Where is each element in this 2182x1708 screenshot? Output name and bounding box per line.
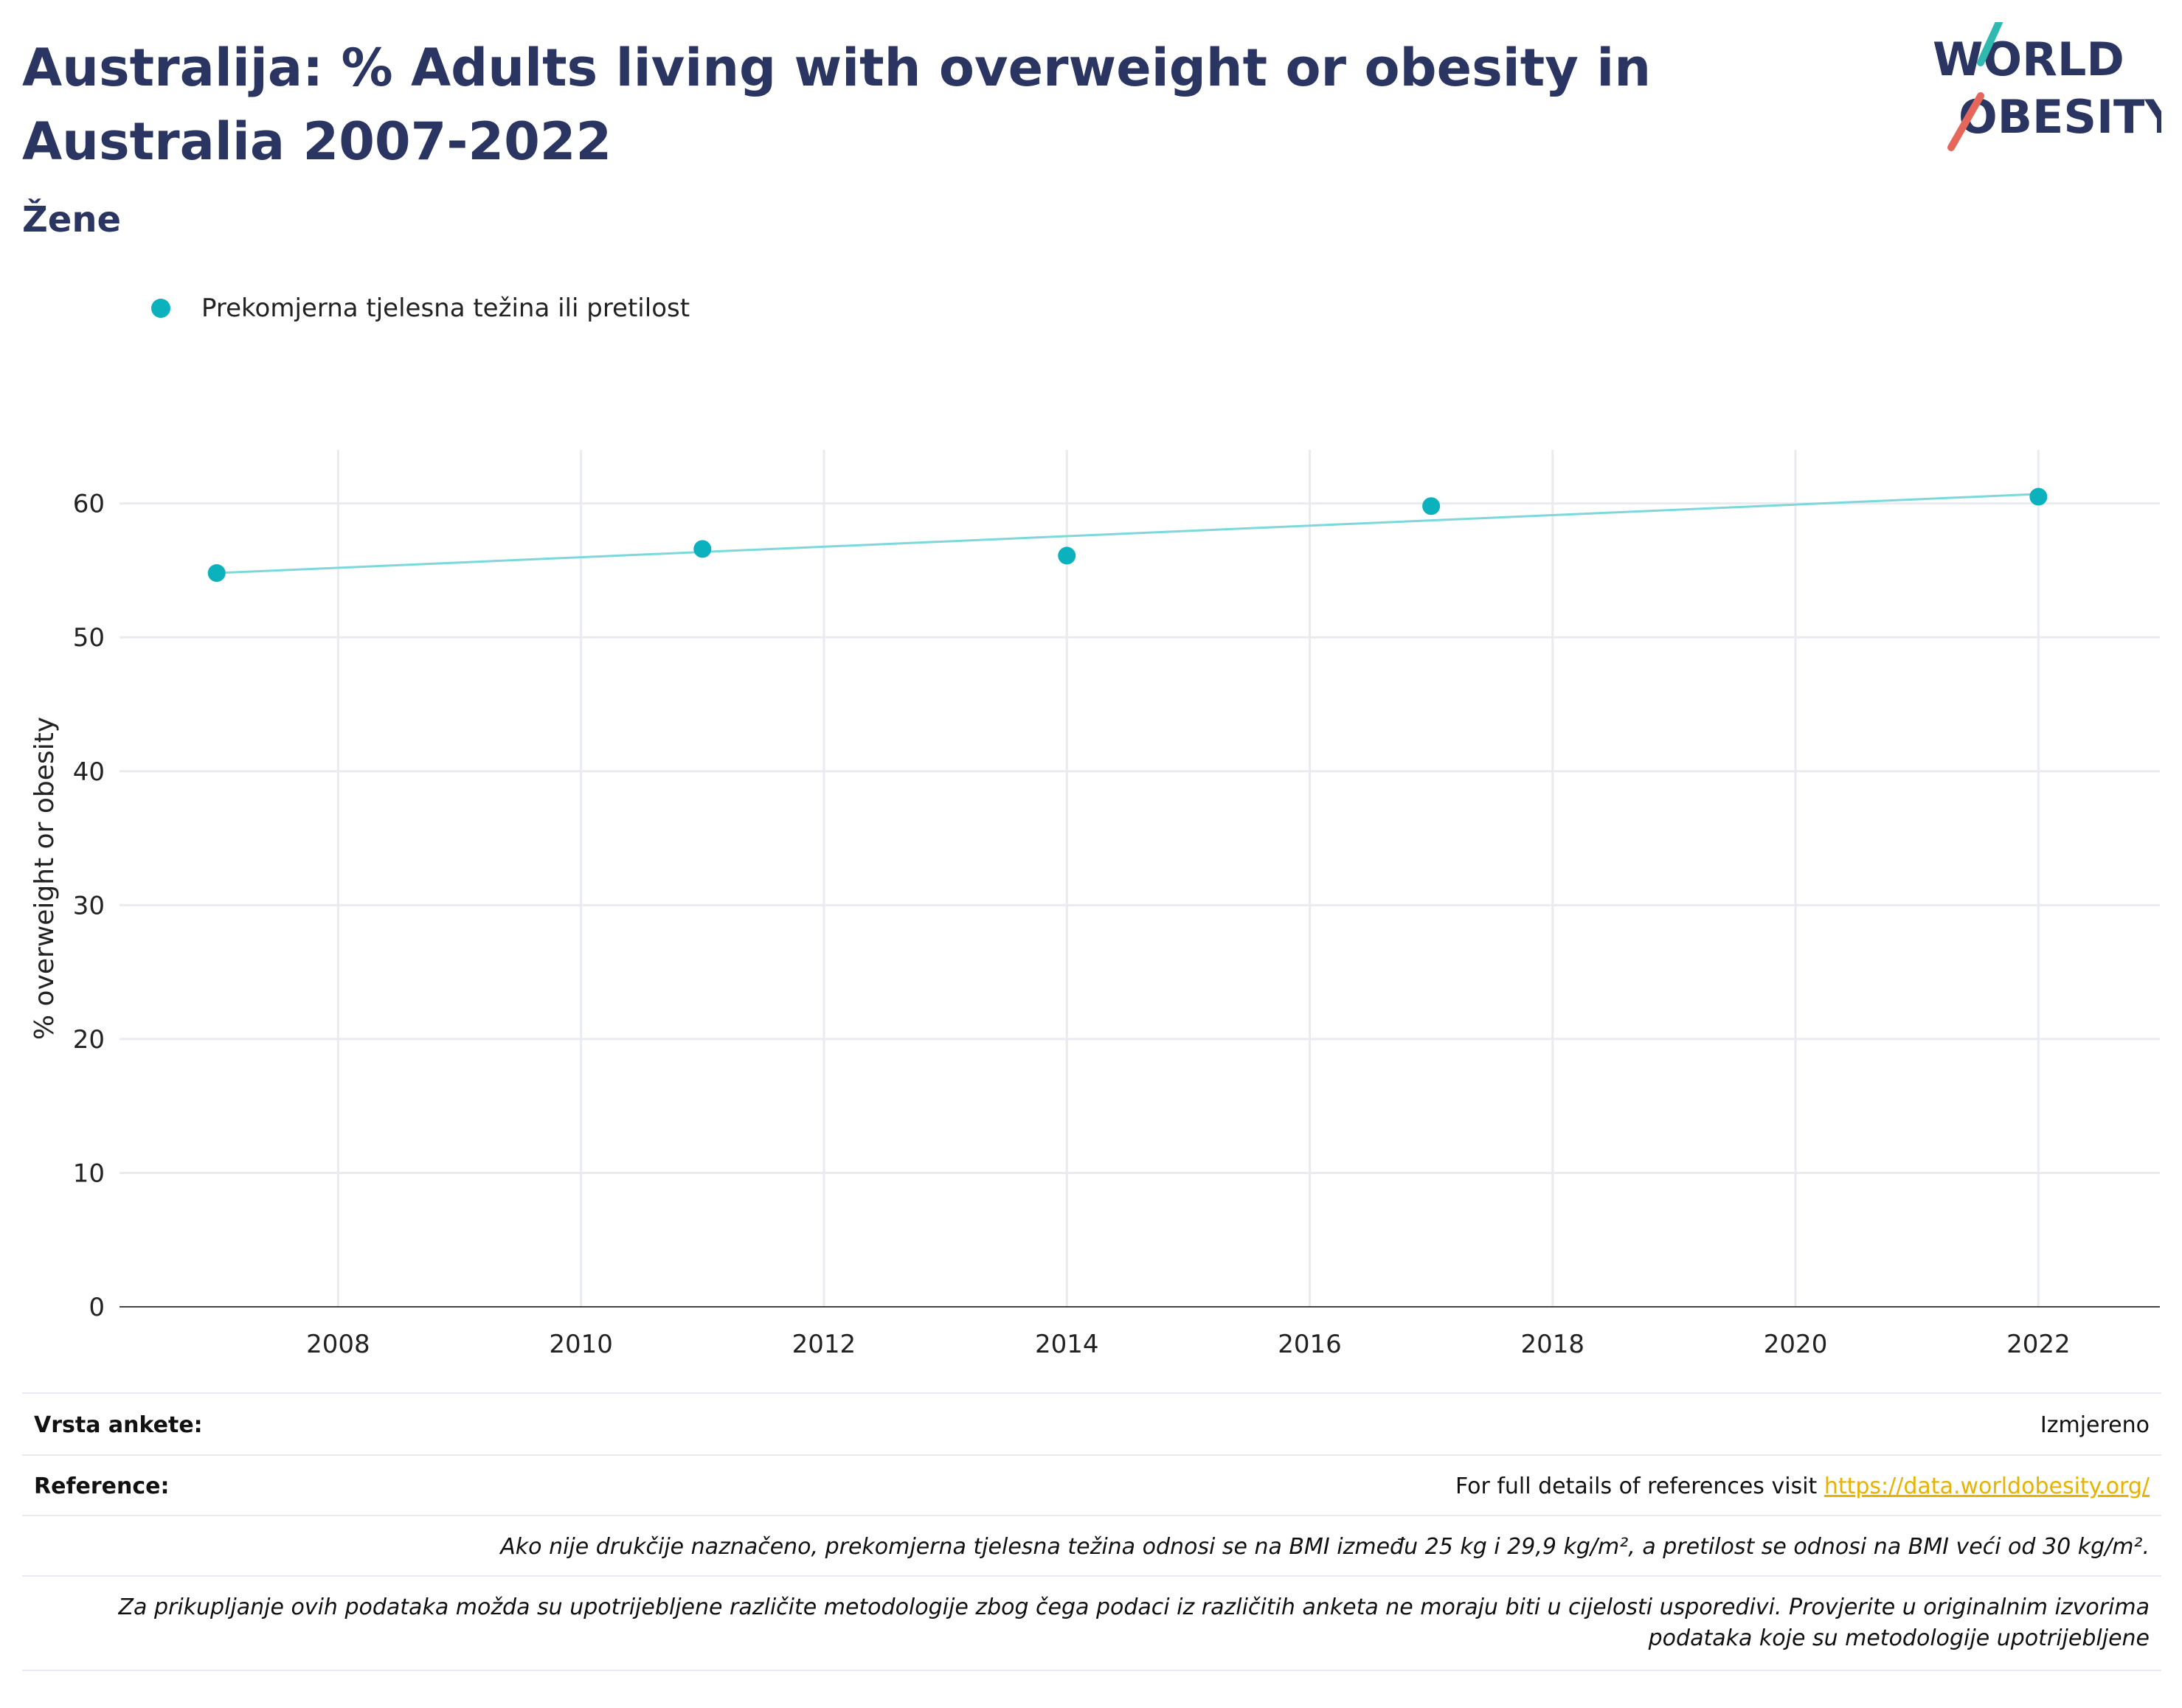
x-tick-label: 2008 (306, 1330, 370, 1359)
methodology-note: Za prikupljanje ovih podataka možda su u… (22, 1592, 2161, 1654)
reference-value: For full details of references visit htt… (1455, 1473, 2161, 1499)
data-point (2029, 487, 2048, 506)
y-tick-label: 0 (89, 1293, 105, 1322)
y-tick-label: 60 (73, 490, 105, 519)
trend-line (216, 493, 2039, 574)
reference-link[interactable]: https://data.worldobesity.org/ (1823, 1473, 2150, 1499)
survey-type-row: Vrsta ankete: Izmjereno (22, 1392, 2161, 1456)
reference-row: Reference: For full details of reference… (22, 1454, 2161, 1516)
y-tick-label: 30 (73, 891, 105, 920)
legend-label: Prekomjerna tjelesna težina ili pretilos… (201, 294, 690, 323)
logo-slash-red (1947, 92, 1984, 151)
x-tick-label: 2018 (1521, 1330, 1585, 1359)
x-tick-label: 2016 (1278, 1330, 1342, 1359)
y-tick-label: 10 (73, 1159, 105, 1188)
x-tick-label: 2010 (549, 1330, 613, 1359)
definition-note-row: Ako nije drukčije naznačeno, prekomjerna… (22, 1515, 2161, 1577)
data-point (207, 564, 226, 583)
methodology-note-row: Za prikupljanje ovih podataka možda su u… (22, 1575, 2161, 1671)
data-point (693, 540, 712, 558)
methodology-note-line2: podataka koje su metodologije upotrijebl… (1648, 1625, 2150, 1651)
logo-line1: WORLD (1933, 32, 2124, 86)
x-tick-label: 2020 (1764, 1330, 1828, 1359)
survey-type-value: Izmjereno (2040, 1412, 2150, 1438)
chart-subtitle: Žene (22, 199, 122, 240)
y-tick-label: 20 (73, 1025, 105, 1055)
x-tick-label: 2014 (1035, 1330, 1099, 1359)
y-tick-label: 50 (73, 623, 105, 653)
logo-line2: OBESITY (1958, 90, 2161, 144)
scatter-chart: 0 10 20 30 40 50 60 2008 2010 2012 2014 2016 2018 202… (30, 450, 2160, 1359)
reference-text: For full details of references visit (1455, 1473, 1824, 1499)
chart-title: Australija: % Adults living with overwei… (22, 38, 1652, 172)
data-point (1058, 546, 1076, 565)
logo-graphic: WORLD OBESITY (1933, 18, 2178, 151)
reference-label: Reference: (34, 1473, 170, 1499)
x-tick-label: 2022 (2006, 1330, 2071, 1359)
chart-legend[interactable]: Prekomjerna tjelesna težina ili pretilos… (151, 294, 690, 323)
survey-type-label: Vrsta ankete: (34, 1412, 203, 1438)
methodology-note-line1: Za prikupljanje ovih podataka možda su u… (118, 1594, 2150, 1620)
data-point (1422, 497, 1441, 515)
world-obesity-logo: WORLD OBESITY (1925, 18, 2178, 155)
x-tick-label: 2012 (792, 1330, 856, 1359)
logo-slash-teal (1977, 18, 2003, 66)
y-tick-label: 40 (73, 757, 105, 787)
y-axis-label: % overweight or obesity (30, 717, 60, 1040)
definition-note: Ako nije drukčije naznačeno, prekomjerna… (500, 1533, 2150, 1560)
legend-marker-icon (151, 299, 170, 318)
